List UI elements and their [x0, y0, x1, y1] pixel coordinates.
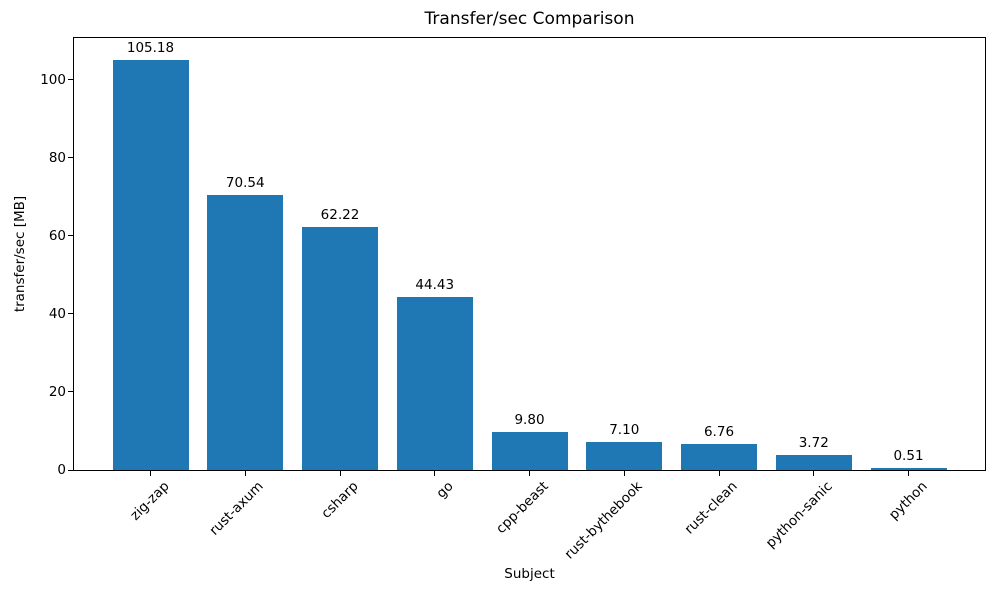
bar	[586, 442, 663, 470]
bar-value-label: 44.43	[415, 276, 455, 293]
y-tick-mark	[68, 157, 73, 159]
plot-area: 105.18 zig-zap 70.54 rust-axum 62.22 csharp 44…	[40, 37, 986, 562]
bar	[491, 431, 568, 470]
y-tick-mark	[68, 235, 73, 237]
x-tick-mark	[718, 471, 720, 476]
bar	[112, 59, 189, 470]
bar-value-label: 9.80	[514, 411, 545, 428]
y-tick-label: 100	[40, 71, 66, 88]
bar	[681, 443, 757, 470]
y-tick-mark	[68, 391, 73, 393]
y-tick-mark	[68, 313, 73, 315]
x-tick-mark	[529, 471, 530, 476]
y-tick-label: 40	[48, 305, 66, 322]
bar	[775, 455, 852, 470]
x-tick-mark	[623, 471, 625, 476]
bar-value-label: 3.72	[798, 435, 829, 452]
x-tick-mark	[150, 471, 151, 476]
bar	[396, 296, 473, 470]
x-tick-mark	[434, 471, 436, 476]
y-tick-label: 80	[48, 149, 66, 166]
y-tick-label: 20	[48, 383, 66, 400]
y-axis-label: transfer/sec [MB]	[12, 195, 28, 313]
x-tick-mark	[339, 471, 341, 476]
y-tick-mark	[68, 79, 73, 81]
x-axis-label: Subject	[504, 566, 555, 582]
bar-value-label: 0.51	[893, 448, 924, 465]
bar-value-label: 6.76	[703, 423, 735, 440]
chart-title: Transfer/sec Comparison	[424, 9, 635, 29]
y-tick-label: 60	[48, 227, 66, 244]
y-tick-label: 0	[57, 462, 66, 478]
bar	[207, 194, 284, 470]
x-tick-mark	[813, 471, 815, 476]
bar-value-label: 7.10	[609, 422, 640, 439]
bar-value-label: 70.54	[225, 174, 265, 191]
x-tick-mark	[908, 471, 909, 476]
bar-value-label: 62.22	[320, 207, 360, 224]
bar	[302, 227, 378, 470]
bar	[870, 468, 947, 470]
bar-value-label: 105.18	[126, 39, 175, 56]
y-tick-mark	[68, 469, 73, 471]
x-tick-mark	[244, 471, 246, 476]
